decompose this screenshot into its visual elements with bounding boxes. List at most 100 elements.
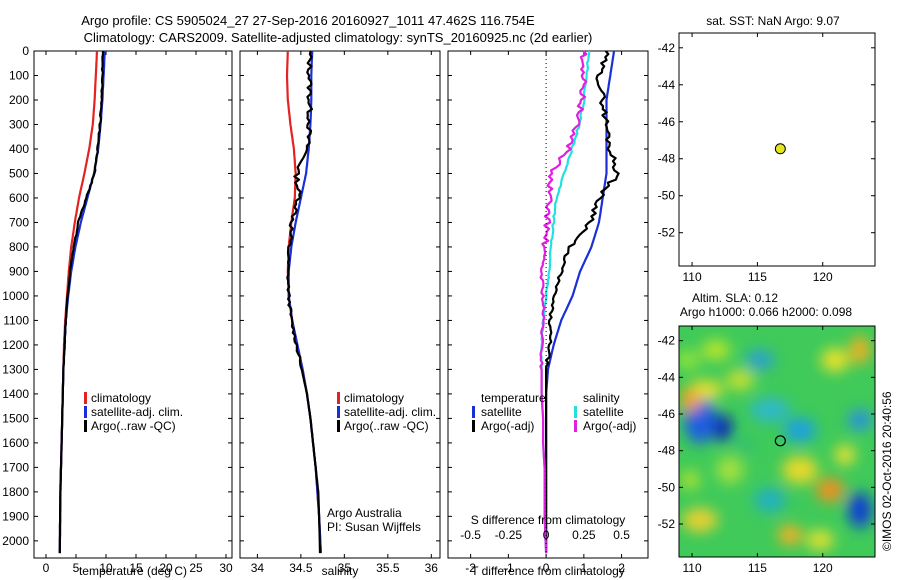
sla-anomaly-blob <box>848 410 872 430</box>
sla-anomaly-blob <box>778 525 802 545</box>
x-tick-label: 1 <box>581 561 588 575</box>
sla-anomaly-blob <box>726 370 754 390</box>
series-line-climatology <box>58 50 99 554</box>
lon-tick-label: 110 <box>682 270 701 284</box>
legend-label: satellite-adj. clim. <box>344 405 436 419</box>
depth-tick-label: 1100 <box>3 313 29 327</box>
series-line-t-argo-adj- <box>544 50 620 554</box>
legend-swatch-t-argo <box>472 420 475 432</box>
x-tick-label: 35.5 <box>376 561 400 575</box>
depth-tick-label: 1300 <box>2 362 29 376</box>
series-line-argo-raw-qc- <box>286 50 322 554</box>
sla-map-axes: 110 115 120 -42 -44 -46 -48 -50 -52 <box>658 326 875 575</box>
depth-tick-label: 400 <box>9 142 29 156</box>
sla-anomaly-blob <box>784 418 816 442</box>
lat-tick-label: -50 <box>658 189 676 203</box>
sst-map-title: sat. SST: NaN Argo: 9.07 <box>706 14 840 28</box>
imos-watermark: ©IMOS 02-Oct-2016 20:40:56 <box>880 391 894 551</box>
sla-anomaly-blob <box>713 414 733 442</box>
x-tick-label: 34.5 <box>289 561 313 575</box>
legend-label: Argo(-adj) <box>481 419 534 433</box>
depth-tick-label: 600 <box>9 191 29 205</box>
depth-tick-label: 1200 <box>2 338 29 352</box>
x-tick-label: -1 <box>503 561 514 575</box>
legend-swatch-t-satellite <box>472 406 475 418</box>
series-line-s-satellite <box>539 50 591 554</box>
lat-tick-label: -52 <box>658 226 676 240</box>
title-line-1: Argo profile: CS 5905024_27 27-Sep-2016 … <box>81 13 535 28</box>
x-tick-label: 10 <box>99 561 113 575</box>
legend-swatch-satellite <box>337 406 340 418</box>
legend-swatch-argo <box>337 420 340 432</box>
legend-label: Argo(..raw -QC) <box>91 419 176 433</box>
lat-tick-label: -50 <box>658 480 676 494</box>
sla-anomaly-blob <box>850 336 870 364</box>
lon-tick-label: 115 <box>748 561 767 575</box>
series-line-s-argo-adj- <box>539 50 588 554</box>
s-tick-label: 0.25 <box>572 528 596 542</box>
depth-tick-label: 1800 <box>2 485 29 499</box>
x-tick-label: 2 <box>618 561 625 575</box>
s-tick-label: -0.25 <box>495 528 523 542</box>
legend-label: climatology <box>91 391 151 405</box>
lat-tick-label: -46 <box>658 407 676 421</box>
sla-anomaly-blob <box>735 437 755 453</box>
depth-axis: 0 100 200 300 400 500 600 700 800 900 1000 1100 1200… <box>2 44 29 548</box>
legend-swatch-argo <box>84 420 87 432</box>
legend-label: satellite-adj. clim. <box>91 405 183 419</box>
sla-anomaly-blob <box>835 445 855 465</box>
depth-tick-label: 1500 <box>2 411 29 425</box>
depth-tick-label: 1000 <box>2 289 29 303</box>
legend-swatch-s-satellite <box>574 406 577 418</box>
difference-xlabel: T difference from climatology <box>471 564 625 578</box>
legend-label: Argo(..raw -QC) <box>344 419 429 433</box>
lat-tick-label: -46 <box>658 115 676 129</box>
sla-anomaly-blob <box>816 478 844 502</box>
x-tick-label: 15 <box>129 561 143 575</box>
x-tick-label: 30 <box>219 561 233 575</box>
depth-tick-label: 1600 <box>2 436 29 450</box>
depth-tick-label: 200 <box>9 93 29 107</box>
depth-tick-label: 2000 <box>2 534 29 548</box>
x-tick-label: 0 <box>543 561 550 575</box>
argo-float-marker <box>774 435 786 447</box>
depth-tick-label: 0 <box>22 44 29 58</box>
title-line-2: Climatology: CARS2009. Satellite-adjuste… <box>84 30 593 45</box>
x-tick-label: 35 <box>338 561 352 575</box>
lat-tick-label: -52 <box>658 517 676 531</box>
sla-anomaly-blob <box>821 348 849 372</box>
temperature-legend: climatology satellite-adj. clim. Argo(..… <box>84 391 183 433</box>
credit-line-2: PI: Susan Wijffels <box>327 520 421 534</box>
sla-anomaly-blob <box>754 488 786 512</box>
depth-tick-label: 300 <box>9 117 29 131</box>
lon-tick-label: 110 <box>682 561 701 575</box>
difference-panel <box>447 50 649 559</box>
sla-map-title-2: Argo h1000: 0.066 h2000: 0.098 <box>680 305 852 319</box>
temperature-xlabel: temperature (deg C) <box>79 564 187 578</box>
depth-tick-label: 1900 <box>2 509 29 523</box>
legend-swatch-s-argo <box>574 420 577 432</box>
legend-label: satellite <box>481 405 522 419</box>
lon-tick-label: 115 <box>748 270 767 284</box>
sla-anomaly-blob <box>746 350 774 370</box>
x-tick-label: -2 <box>465 561 476 575</box>
temperature-chart: 0 5 10 15 20 25 30 <box>34 50 233 575</box>
lon-tick-label: 120 <box>813 561 833 575</box>
lat-tick-label: -42 <box>658 334 676 348</box>
sla-anomaly-blob <box>680 470 700 490</box>
sla-anomaly-field <box>679 336 872 550</box>
sla-anomaly-blob <box>682 508 718 532</box>
legend-label: satellite <box>583 405 624 419</box>
legend-title-salinity: salinity <box>583 391 620 405</box>
credit-line-1: Argo Australia <box>327 506 402 520</box>
sla-anomaly-blob <box>782 456 818 484</box>
depth-tick-label: 800 <box>9 240 29 254</box>
depth-tick-label: 500 <box>9 166 29 180</box>
sla-anomaly-blob <box>716 456 744 484</box>
sla-anomaly-blob <box>848 492 872 528</box>
lon-tick-label: 120 <box>813 270 833 284</box>
lat-tick-label: -44 <box>658 78 676 92</box>
sla-anomaly-blob <box>680 388 700 412</box>
sla-anomaly-blob <box>702 340 730 360</box>
